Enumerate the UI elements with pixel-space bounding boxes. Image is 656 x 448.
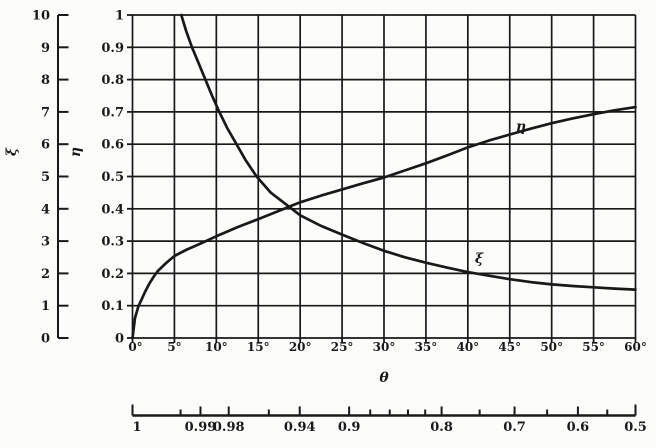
xi-curve bbox=[179, 13, 637, 291]
eta-tick-label: 0.8 bbox=[101, 73, 124, 88]
cos-scale-tick-label: 0.98 bbox=[213, 420, 245, 435]
theta-tick-label: 55° bbox=[582, 340, 605, 354]
cos-scale-tick-label: 1 bbox=[133, 420, 142, 435]
theta-tick-label: 45° bbox=[498, 340, 521, 354]
theta-tick-label: 40° bbox=[456, 340, 479, 354]
eta-tick-label: 0.7 bbox=[101, 105, 124, 120]
theta-tick-label: 25° bbox=[331, 340, 354, 354]
cos-scale-tick-label: 0.99 bbox=[185, 420, 217, 435]
theta-axis-tick-labels: 0° 5° 10° 15° 20° 25° 30° 35° 40° 45° 50° 55° 60° bbox=[128, 340, 647, 354]
xi-tick-label: 7 bbox=[41, 105, 50, 120]
eta-tick-label: 0.2 bbox=[101, 267, 124, 282]
eta-tick-label: 0.6 bbox=[101, 138, 124, 153]
eta-tick-label: 0.5 bbox=[101, 170, 124, 185]
eta-axis-title: η bbox=[68, 147, 84, 157]
eta-tick-label: 0.4 bbox=[101, 202, 124, 217]
cos-scale-tick-label: 0.8 bbox=[430, 420, 453, 435]
xi-tick-label: 5 bbox=[41, 170, 50, 185]
cos-theta-scale-labels: 1 0.990.98 0.94 0.9 0.8 0.7 0.6 0.5 bbox=[133, 420, 647, 435]
xi-axis-title: ξ bbox=[4, 147, 20, 156]
theta-tick-label: 30° bbox=[373, 340, 396, 354]
theta-tick-label: 20° bbox=[289, 340, 312, 354]
eta-axis-ticks bbox=[127, 14, 133, 339]
theta-axis-title: θ bbox=[379, 370, 389, 386]
theta-tick-label: 0° bbox=[128, 340, 142, 354]
eta-tick-label: 0.1 bbox=[101, 299, 124, 314]
theta-tick-label: 35° bbox=[415, 340, 438, 354]
xi-tick-label: 3 bbox=[41, 235, 50, 250]
xi-tick-label: 9 bbox=[41, 41, 50, 56]
cos-theta-scale bbox=[131, 404, 637, 417]
eta-tick-label: 0.3 bbox=[101, 235, 124, 250]
eta-curve bbox=[131, 105, 637, 340]
cos-scale-tick-label: 0.9 bbox=[338, 420, 361, 435]
eta-curve-label: η bbox=[516, 119, 526, 135]
theta-tick-label: 10° bbox=[205, 340, 228, 354]
xi-tick-label: 8 bbox=[41, 73, 50, 88]
xi-tick-label: 6 bbox=[41, 138, 50, 153]
eta-tick-label: 0.9 bbox=[101, 41, 124, 56]
xi-tick-label: 2 bbox=[41, 267, 50, 282]
eta-tick-label: 0 bbox=[115, 332, 124, 347]
xi-tick-label: 1 bbox=[41, 299, 50, 314]
theta-tick-label: 15° bbox=[247, 340, 270, 354]
xi-tick-label: 10 bbox=[32, 9, 50, 24]
xi-axis bbox=[57, 14, 69, 339]
theta-tick-label: 60° bbox=[624, 340, 647, 354]
xi-tick-label: 4 bbox=[41, 202, 50, 217]
eta-axis-tick-labels: 1 0.9 0.8 0.7 0.6 0.5 0.4 0.3 0.2 0.1 0 bbox=[101, 9, 124, 347]
cos-scale-tick-label: 0.94 bbox=[284, 420, 316, 435]
theta-axis-ticks bbox=[131, 338, 637, 343]
theta-tick-label: 5° bbox=[167, 340, 181, 354]
theta-tick-label: 50° bbox=[540, 340, 563, 354]
cos-scale-tick-label: 0.5 bbox=[624, 420, 647, 435]
xi-curve-label: ξ bbox=[475, 251, 484, 267]
xi-tick-label: 0 bbox=[41, 332, 50, 347]
eta-tick-label: 1 bbox=[115, 9, 124, 24]
cos-scale-tick-label: 0.7 bbox=[503, 420, 526, 435]
cos-scale-tick-label: 0.6 bbox=[567, 420, 590, 435]
